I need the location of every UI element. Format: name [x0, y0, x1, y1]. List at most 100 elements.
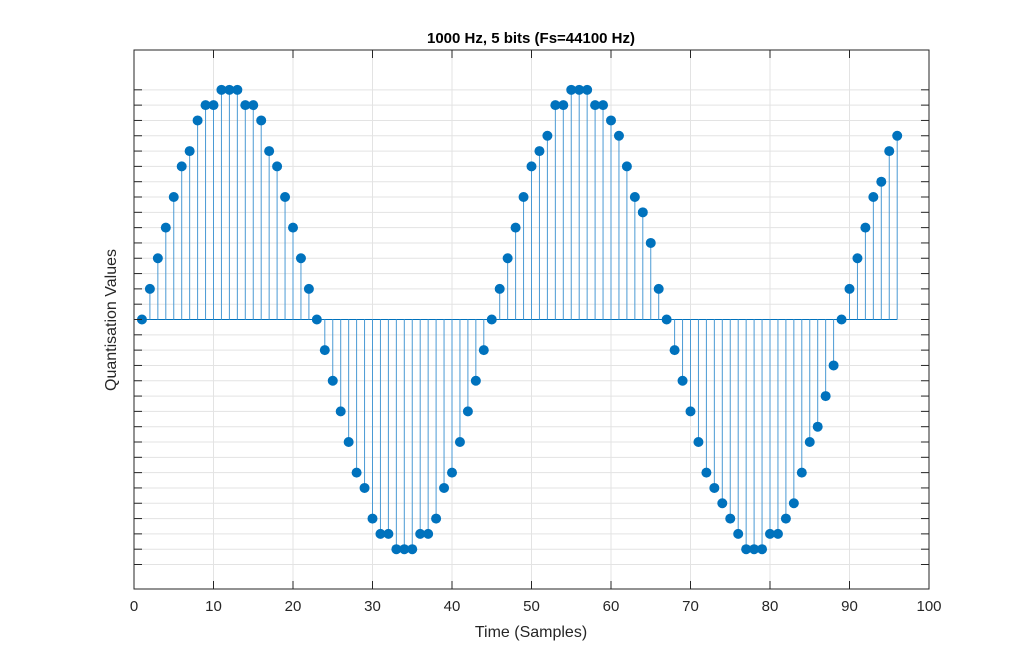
stem-marker — [510, 222, 521, 233]
stem-marker — [590, 100, 601, 111]
stem-marker — [502, 253, 513, 264]
stem-marker — [884, 146, 895, 157]
stem-marker — [709, 482, 720, 493]
stem-marker — [240, 100, 251, 111]
stem-marker — [470, 375, 481, 386]
chart-title: 1000 Hz, 5 bits (Fs=44100 Hz) — [427, 30, 635, 47]
stem-marker — [335, 406, 346, 417]
stem-marker — [757, 544, 768, 555]
stem-marker — [685, 406, 696, 417]
stem-marker — [200, 100, 211, 111]
stem-marker — [447, 467, 457, 478]
stem-marker — [749, 544, 760, 555]
x-tick-label: 30 — [364, 598, 381, 615]
stem-marker — [804, 437, 815, 447]
stem-marker — [216, 84, 227, 95]
x-tick-label: 90 — [841, 598, 858, 615]
stem-marker — [637, 207, 648, 218]
stem-marker — [359, 482, 370, 493]
stem-marker — [399, 544, 410, 555]
stem-marker — [677, 375, 688, 386]
stem-marker — [343, 437, 354, 447]
stem-marker — [534, 146, 545, 157]
stem-marker — [311, 314, 322, 325]
stem-marker — [741, 544, 752, 555]
y-axis-label: Quantisation Values — [103, 249, 120, 391]
stem-marker — [582, 84, 593, 95]
x-axis-label: Time (Samples) — [475, 624, 587, 641]
stem-marker — [860, 222, 871, 233]
stem-marker — [319, 345, 330, 356]
stem-marker — [558, 100, 569, 111]
axes-box — [133, 49, 930, 590]
stem-marker — [725, 513, 736, 524]
stem-marker — [661, 314, 672, 325]
stem-marker — [256, 115, 267, 126]
stem-marker — [232, 84, 243, 95]
x-tick-label: 50 — [523, 598, 540, 615]
stem-marker — [431, 513, 442, 524]
stem-marker — [184, 146, 195, 157]
stem-marker — [788, 498, 799, 509]
stem-marker — [518, 192, 529, 202]
stem-marker — [272, 161, 283, 172]
stem-marker — [391, 544, 402, 555]
stem-marker — [621, 161, 632, 172]
stem-marker — [264, 146, 275, 157]
stem-marker — [550, 100, 561, 111]
stem-marker — [796, 467, 807, 478]
stem-marker — [383, 528, 394, 539]
stem-marker — [828, 360, 839, 371]
stem-marker — [486, 314, 497, 325]
stem-marker — [152, 253, 163, 264]
stem-marker — [780, 513, 791, 524]
stem-marker — [574, 84, 585, 95]
x-tick-label: 100 — [916, 598, 941, 615]
stem-marker — [423, 528, 434, 539]
stem-marker — [820, 391, 831, 402]
stem-marker — [892, 130, 903, 141]
x-tick-label: 10 — [205, 598, 222, 615]
stem-marker — [669, 345, 680, 356]
stem-marker — [812, 421, 823, 432]
stem-marker — [351, 467, 362, 478]
stem-marker — [288, 222, 298, 233]
stem-marker — [439, 482, 450, 493]
axes: 0 10 20 30 40 50 60 70 80 90 100 — [130, 49, 942, 615]
stem-marker — [407, 544, 418, 555]
stem-marker — [526, 161, 537, 172]
stem-marker — [144, 283, 155, 294]
stem-marker — [168, 192, 179, 202]
stem-marker — [645, 237, 656, 248]
x-tick-label: 80 — [762, 598, 779, 615]
stem-marker — [629, 192, 640, 202]
stem-marker — [772, 528, 783, 539]
stem-marker — [295, 253, 306, 264]
stems — [136, 84, 903, 555]
stem-marker — [868, 192, 879, 202]
stem-marker — [367, 513, 378, 524]
stem-marker — [598, 100, 609, 111]
x-tick-label: 20 — [285, 598, 302, 615]
stem-marker — [224, 84, 235, 95]
stem-marker — [606, 115, 616, 126]
x-tick-label: 0 — [130, 598, 138, 615]
stem-marker — [852, 253, 863, 264]
stem-marker — [844, 283, 855, 294]
stem-marker — [248, 100, 259, 111]
stem-marker — [542, 130, 553, 141]
stem-marker — [613, 130, 624, 141]
stem-marker — [765, 528, 775, 539]
stem-marker — [494, 283, 505, 294]
stem-marker — [462, 406, 473, 417]
stem-marker — [327, 375, 338, 386]
stem-marker — [160, 222, 171, 233]
stem-marker — [478, 345, 489, 356]
stem-marker — [303, 283, 314, 294]
stem-marker — [208, 100, 219, 111]
stem-marker — [701, 467, 712, 478]
stem-marker — [375, 528, 386, 539]
stem-marker — [876, 176, 887, 187]
stem-marker — [454, 437, 465, 447]
